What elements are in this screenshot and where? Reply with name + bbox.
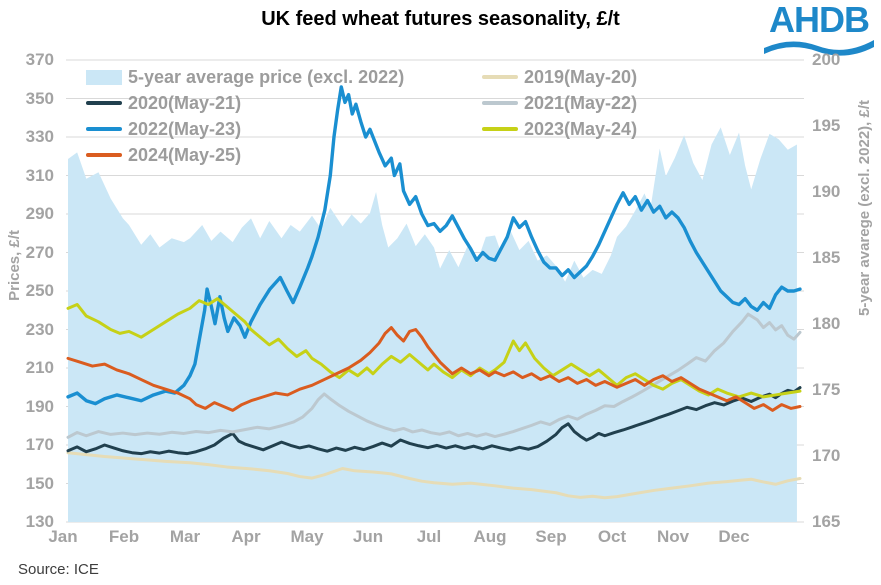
legend-label: 2022(May-23) <box>128 118 242 139</box>
legend-label: 5-year average price (excl. 2022) <box>128 66 405 87</box>
legend-item: 5-year average price (excl. 2022) <box>86 64 404 90</box>
chart-title: UK feed wheat futures seasonality, £/t <box>261 8 620 30</box>
legend-line-swatch <box>86 101 122 105</box>
source-note: Source: ICE <box>18 561 99 578</box>
left-axis-title: Prices, £/t <box>6 230 23 301</box>
legend-line-swatch <box>482 127 518 131</box>
legend-line-swatch <box>86 127 122 131</box>
legend-label: 2023(May-24) <box>524 118 638 139</box>
legend-item: 2022(May-23) <box>86 116 404 142</box>
legend-line-swatch <box>482 101 518 105</box>
area-5yr-average <box>68 127 797 522</box>
legend-item: 2019(May-20) <box>482 64 637 90</box>
legend-item: 2024(May-25) <box>86 142 404 168</box>
legend-item: 2020(May-21) <box>86 90 404 116</box>
ahdb-logo-text: AHDB <box>769 0 870 40</box>
legend-label: 2020(May-21) <box>128 92 242 113</box>
ahdb-logo-wave-icon <box>764 40 874 56</box>
right-axis-title: 5-year avarege (excl. 2022), £/t <box>856 100 873 316</box>
legend-line-swatch <box>86 153 122 157</box>
ahdb-logo: AHDB <box>763 2 875 60</box>
legend-label: 2024(May-25) <box>128 144 242 165</box>
legend-label: 2021(May-22) <box>524 92 638 113</box>
legend-left-column: 5-year average price (excl. 2022) 2020(Ma… <box>86 64 404 168</box>
line-2023(May-24) <box>66 297 802 399</box>
line-2024(May-25) <box>66 326 802 412</box>
line-2022(May-23) <box>66 85 802 406</box>
legend-area-swatch <box>86 69 122 85</box>
legend-item: 2023(May-24) <box>482 116 637 142</box>
legend-right-column: 2019(May-20) 2021(May-22) 2023(May-24) <box>482 64 637 142</box>
line-2019(May-20) <box>66 451 802 500</box>
legend-item: 2021(May-22) <box>482 90 637 116</box>
legend-label: 2019(May-20) <box>524 66 638 87</box>
legend-line-swatch <box>482 75 518 79</box>
line-2020(May-21) <box>66 386 802 456</box>
line-2021(May-22) <box>66 312 802 439</box>
